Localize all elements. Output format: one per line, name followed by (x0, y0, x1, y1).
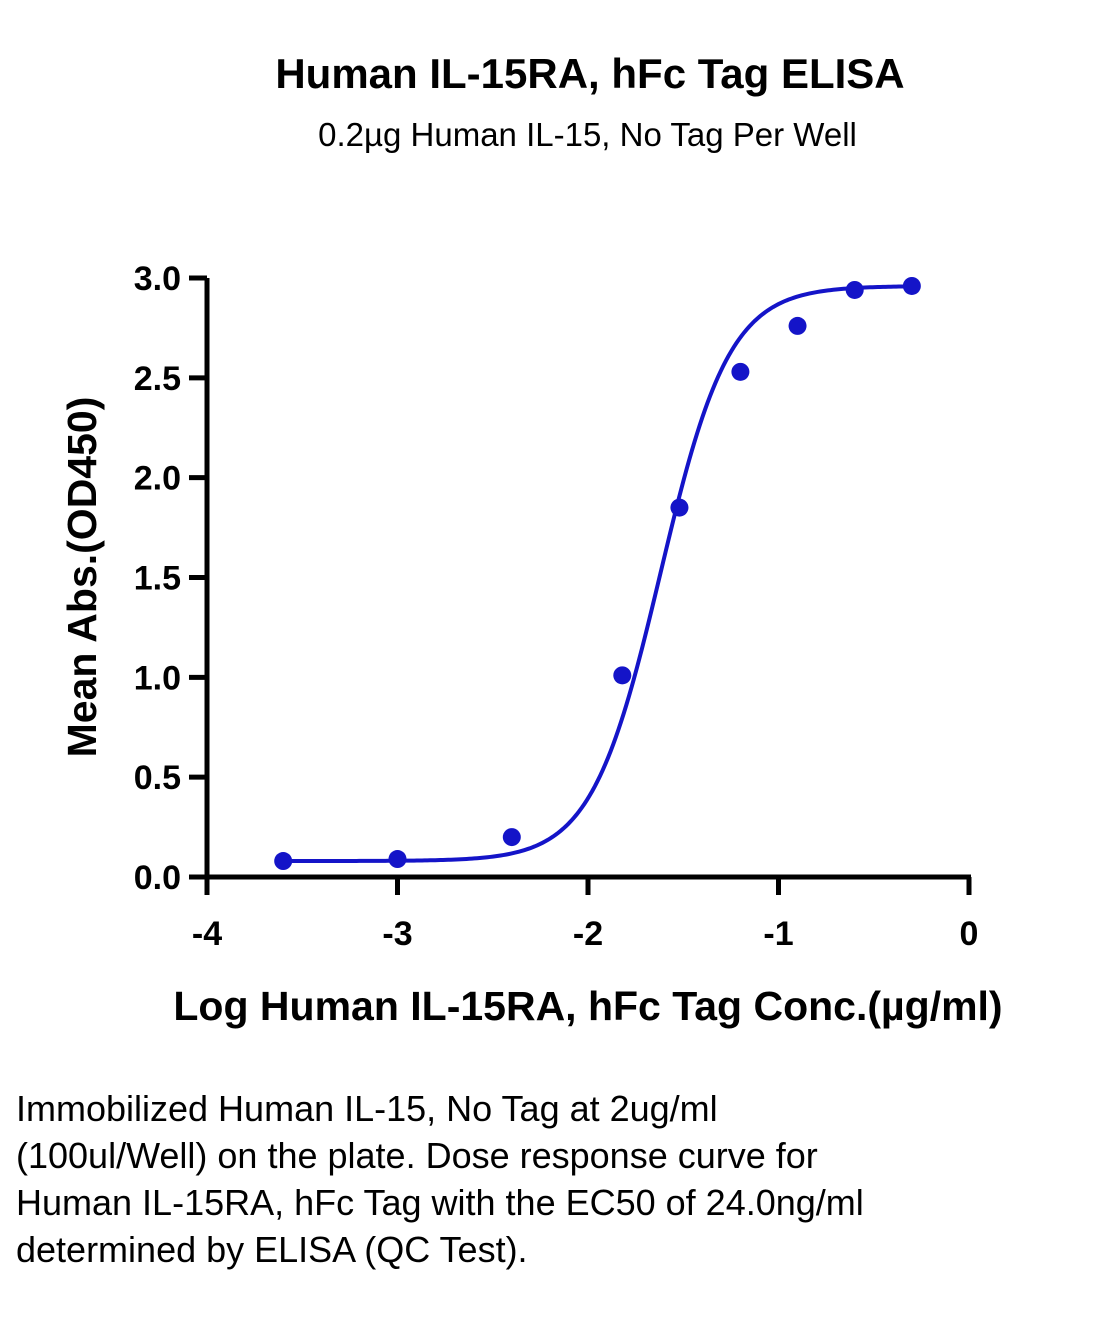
y-tick-label: 3.0 (134, 260, 181, 298)
y-tick-label: 1.5 (134, 560, 181, 598)
y-tick-label: 0.5 (134, 759, 181, 797)
fit-curve (283, 284, 912, 864)
x-tick-label: -2 (573, 915, 603, 953)
y-axis-label: Mean Abs.(OD450) (59, 397, 105, 758)
data-point (388, 850, 407, 869)
y-tick-label: 2.5 (134, 360, 181, 398)
x-tick-label: 0 (960, 915, 979, 953)
chart-ticks: 0.0 0.5 1.0 1.5 2.0 2.5 3.0 -4 -3 -2 -1 0 (134, 260, 979, 953)
y-tick-label: 2.0 (134, 460, 181, 498)
x-tick-label: -4 (192, 915, 222, 953)
data-point (902, 276, 921, 295)
fit-curve-layer (283, 284, 912, 864)
y-tick-label: 0.0 (134, 859, 181, 897)
data-point (274, 852, 293, 871)
chart-subtitle: 0.2µg Human IL-15, No Tag Per Well (318, 116, 857, 153)
y-tick-label: 1.0 (134, 659, 181, 697)
elisa-dose-response-chart: 0.0 0.5 1.0 1.5 2.0 2.5 3.0 -4 -3 -2 -1 0 Mean Abs.… (59, 260, 1003, 1029)
chart-axes (204, 278, 971, 880)
figure-caption: Immobilized Human IL-15, No Tag at 2ug/m… (16, 1088, 864, 1270)
x-tick-label: -3 (382, 915, 412, 953)
data-point (502, 828, 521, 847)
chart-title: Human IL-15RA, hFc Tag ELISA (275, 50, 905, 97)
data-point (788, 316, 807, 335)
data-point (613, 666, 632, 685)
x-tick-label: -1 (763, 915, 793, 953)
data-points-layer (274, 276, 921, 871)
data-point (845, 280, 864, 299)
data-point (670, 498, 689, 517)
data-point (731, 362, 750, 381)
x-axis-label: Log Human IL-15RA, hFc Tag Conc.(µg/ml) (173, 983, 1002, 1029)
